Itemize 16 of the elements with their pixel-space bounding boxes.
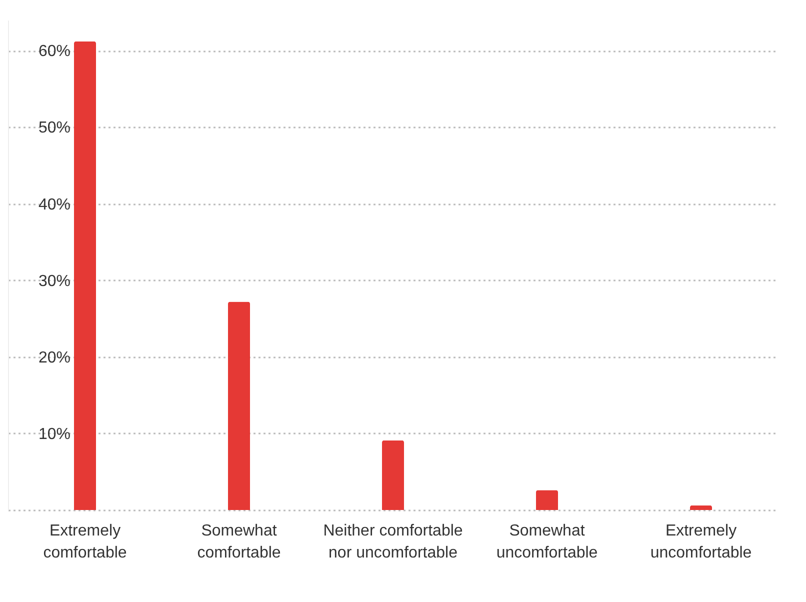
x-tick-label: Extremely uncomfortable [650, 522, 752, 562]
bar [382, 440, 404, 510]
x-tick-label: Somewhat uncomfortable [496, 522, 598, 562]
x-tick-label: Extremely comfortable [43, 522, 127, 562]
bar [690, 505, 712, 510]
bar [228, 302, 250, 510]
y-tick-label: 20% [38, 349, 71, 366]
y-tick-label: 40% [38, 196, 71, 214]
y-tick-label: 10% [38, 426, 71, 443]
bar [74, 41, 96, 510]
bar [536, 490, 558, 510]
x-tick-label: Somewhat comfortable [197, 522, 281, 562]
y-tick-label: 30% [38, 272, 71, 290]
y-tick-label: 60% [38, 43, 71, 60]
x-tick-label: Neither comfortable nor uncomfortable [323, 522, 463, 562]
y-tick-label: 50% [38, 120, 71, 137]
